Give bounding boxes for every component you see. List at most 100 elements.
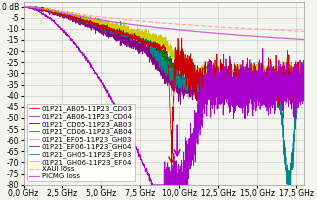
01P21_EF06-11P23_GH04 [302,85,306,88]
01P21_GH06-11P23_EF04 [22,5,25,8]
Line: 01P21_EF06-11P23_GH04: 01P21_EF06-11P23_GH04 [23,7,304,109]
01P21_GH06-11P23_EF04 [296,87,300,89]
01P21_GH05-11P23_EF03 [82,20,86,22]
01P21_AB05-11P23_CD03 [170,153,174,155]
01P21_GH05-11P23_EF03 [286,184,290,186]
Line: 01P21_AB06-11P23_CD04: 01P21_AB06-11P23_CD04 [23,7,304,185]
01P21_CD05-11P23_AB03 [196,78,200,81]
01P21_CD06-11P23_AB04 [196,82,200,85]
01P21_GH06-11P23_EF04 [276,75,280,78]
XAUI loss [196,24,200,27]
01P21_AB05-11P23_CD03 [302,80,306,83]
01P21_EF05-11P23_GH03 [22,5,25,8]
PICMG loss [302,38,306,41]
01P21_EF06-11P23_GH04 [289,108,293,110]
01P21_AB06-11P23_CD04 [197,109,200,112]
01P21_GH06-11P23_EF04 [191,68,195,71]
XAUI loss [191,24,195,26]
01P21_GH05-11P23_EF03 [22,5,25,8]
PICMG loss [276,37,280,39]
01P21_EF05-11P23_GH03 [196,77,200,80]
01P21_AB05-11P23_CD03 [276,98,280,100]
01P21_EF05-11P23_GH03 [302,93,306,95]
XAUI loss [82,14,86,16]
01P21_GH06-11P23_EF04 [196,75,200,77]
XAUI loss [100,16,104,18]
01P21_CD05-11P23_AB03 [302,79,306,82]
01P21_AB05-11P23_CD03 [82,19,86,21]
01P21_CD05-11P23_AB03 [191,86,195,89]
01P21_EF05-11P23_GH03 [302,91,306,94]
01P21_CD06-11P23_AB04 [302,76,306,78]
01P21_EF06-11P23_GH04 [302,86,306,88]
PICMG loss [22,5,25,8]
01P21_GH06-11P23_EF04 [302,72,306,74]
XAUI loss [22,5,25,8]
Line: 01P21_GH05-11P23_EF03: 01P21_GH05-11P23_EF03 [23,7,304,185]
01P21_CD05-11P23_AB03 [294,95,297,97]
PICMG loss [302,38,306,41]
01P21_EF05-11P23_GH03 [191,93,195,96]
01P21_EF06-11P23_GH04 [196,84,200,86]
01P21_EF06-11P23_GH04 [22,5,25,8]
01P21_CD05-11P23_AB03 [276,79,280,81]
01P21_CD06-11P23_AB04 [191,76,195,78]
01P21_CD06-11P23_AB04 [302,74,306,76]
01P21_GH05-11P23_EF03 [302,89,306,91]
01P21_GH05-11P23_EF03 [191,75,195,77]
Line: 01P21_EF05-11P23_GH03: 01P21_EF05-11P23_GH03 [23,7,304,107]
Line: PICMG loss: PICMG loss [23,7,304,40]
XAUI loss [302,30,306,33]
01P21_EF06-11P23_GH04 [191,77,195,79]
01P21_EF05-11P23_GH03 [100,25,104,28]
PICMG loss [196,31,200,33]
01P21_GH05-11P23_EF03 [276,78,280,80]
01P21_AB06-11P23_CD04 [23,5,26,8]
Line: 01P21_GH06-11P23_EF04: 01P21_GH06-11P23_EF04 [23,7,304,88]
XAUI loss [302,30,306,33]
01P21_EF05-11P23_GH03 [276,78,280,80]
01P21_AB06-11P23_CD04 [22,5,25,8]
01P21_AB05-11P23_CD03 [302,75,306,77]
01P21_CD06-11P23_AB04 [82,20,86,22]
PICMG loss [100,19,104,21]
01P21_GH06-11P23_EF04 [100,21,104,23]
01P21_AB06-11P23_CD04 [150,184,154,186]
01P21_CD05-11P23_AB03 [82,20,86,22]
01P21_EF05-11P23_GH03 [297,106,301,108]
Legend: 01P21_AB05-11P23_CD03, 01P21_AB06-11P23_CD04, 01P21_CD05-11P23_AB03, 01P21_CD06-: 01P21_AB05-11P23_CD03, 01P21_AB06-11P23_… [27,104,134,181]
01P21_CD06-11P23_AB04 [238,93,242,95]
01P21_EF06-11P23_GH04 [100,33,104,35]
01P21_CD06-11P23_AB04 [276,77,280,79]
01P21_AB05-11P23_CD03 [196,80,200,82]
01P21_CD06-11P23_AB04 [22,5,25,8]
01P21_AB06-11P23_CD04 [302,97,306,99]
01P21_EF05-11P23_GH03 [82,18,86,21]
01P21_GH06-11P23_EF04 [302,71,306,73]
01P21_CD06-11P23_AB04 [100,23,104,25]
01P21_CD05-11P23_AB03 [302,69,306,72]
01P21_AB06-11P23_CD04 [191,146,195,149]
PICMG loss [82,16,86,18]
01P21_CD06-11P23_AB04 [22,5,25,8]
XAUI loss [276,29,280,31]
01P21_GH05-11P23_EF03 [100,25,104,27]
Line: 01P21_CD06-11P23_AB04: 01P21_CD06-11P23_AB04 [23,7,304,94]
01P21_CD05-11P23_AB03 [22,5,25,8]
01P21_AB06-11P23_CD04 [276,91,280,94]
01P21_AB06-11P23_CD04 [100,82,104,84]
01P21_AB06-11P23_CD04 [82,54,86,57]
01P21_AB06-11P23_CD04 [302,76,306,78]
01P21_AB05-11P23_CD03 [100,27,104,30]
Line: 01P21_AB05-11P23_CD03: 01P21_AB05-11P23_CD03 [23,7,304,154]
01P21_EF06-11P23_GH04 [82,21,86,23]
01P21_GH05-11P23_EF03 [302,73,306,76]
01P21_GH05-11P23_EF03 [196,79,200,81]
Line: 01P21_CD05-11P23_AB03: 01P21_CD05-11P23_AB03 [23,7,304,96]
01P21_GH06-11P23_EF04 [22,5,26,8]
01P21_EF06-11P23_GH04 [276,80,280,83]
01P21_AB05-11P23_CD03 [22,5,25,8]
PICMG loss [191,30,195,32]
01P21_AB05-11P23_CD03 [191,78,195,81]
01P21_GH06-11P23_EF04 [82,17,86,20]
